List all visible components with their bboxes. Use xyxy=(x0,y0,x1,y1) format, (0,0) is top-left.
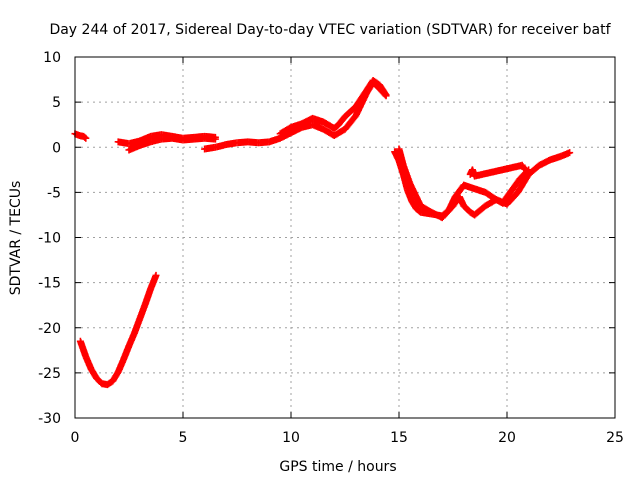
data-trace-segment xyxy=(115,357,127,375)
x-tick-label: 25 xyxy=(606,430,624,446)
data-trace-segment xyxy=(510,176,523,191)
data-trace-segment xyxy=(88,367,100,381)
data-trace-segment xyxy=(288,124,304,136)
x-tick-label: 0 xyxy=(71,430,80,446)
y-tick-label: 5 xyxy=(52,95,61,111)
data-trace-segment xyxy=(126,142,142,153)
data-trace-segment xyxy=(461,203,473,215)
y-tick-label: -20 xyxy=(38,321,61,337)
data-trace-segment xyxy=(147,273,159,292)
chart-title: Day 244 of 2017, Sidereal Day-to-day VTE… xyxy=(49,22,611,38)
data-layer xyxy=(71,76,574,389)
data-point xyxy=(82,134,90,142)
data-trace-segment xyxy=(335,114,348,128)
data-trace-segment xyxy=(310,115,326,126)
data-trace-segment xyxy=(395,147,407,168)
data-trace-segment xyxy=(548,153,564,163)
data-trace-segment xyxy=(137,133,153,144)
data-trace-segment xyxy=(82,354,95,372)
data-trace-segment xyxy=(472,185,488,196)
data-trace-segment xyxy=(278,124,294,137)
data-trace-segment xyxy=(376,82,389,98)
data-trace-segment xyxy=(515,172,532,195)
data-trace-segment xyxy=(456,194,467,209)
data-trace-segment xyxy=(526,162,542,177)
data-trace-segment xyxy=(370,77,382,88)
y-tick-label: -10 xyxy=(38,231,61,247)
data-trace-segment xyxy=(77,132,86,140)
data-trace-segment xyxy=(404,188,415,204)
data-trace-segment xyxy=(81,133,89,141)
tick-layer: 0 5 10 15 20 25 -30 -25 -20 -15 -10 -5 0 5 10 xyxy=(38,50,624,446)
data-trace-segment xyxy=(342,104,359,120)
data-trace-segment xyxy=(517,167,532,182)
data-trace-segment xyxy=(400,163,413,186)
y-tick-label: -5 xyxy=(47,185,61,201)
data-trace-segment xyxy=(127,137,142,147)
series-seg1 xyxy=(71,130,90,142)
data-trace-segment xyxy=(126,331,138,348)
y-tick-label: -15 xyxy=(38,276,61,292)
data-trace-segment xyxy=(504,185,517,200)
data-trace-segment xyxy=(120,343,132,362)
data-trace-segment xyxy=(131,316,143,336)
data-trace-segment xyxy=(142,286,154,307)
grid-layer xyxy=(75,57,615,418)
x-tick-label: 5 xyxy=(179,430,188,446)
data-trace-segment xyxy=(310,121,326,133)
data-trace-segment xyxy=(202,134,218,143)
data-trace-segment xyxy=(472,203,488,218)
series-seg6 xyxy=(276,76,390,138)
data-trace-segment xyxy=(406,181,420,200)
series-seg2 xyxy=(76,271,160,389)
series-seg8 xyxy=(395,145,574,222)
y-tick-label: 10 xyxy=(43,50,61,66)
data-trace-segment xyxy=(104,378,116,388)
data-trace-segment xyxy=(278,129,294,142)
y-tick-label: -30 xyxy=(38,411,61,427)
data-trace-segment xyxy=(519,163,528,172)
data-trace-segment xyxy=(504,190,521,207)
data-trace-segment xyxy=(472,162,525,180)
data-trace-segment xyxy=(267,135,283,145)
data-trace-segment xyxy=(72,130,82,139)
data-trace-segment xyxy=(99,380,110,388)
series-seg4 xyxy=(125,134,219,154)
x-tick-label: 20 xyxy=(498,430,516,446)
data-trace-segment xyxy=(110,369,121,384)
data-trace-segment xyxy=(409,199,420,211)
y-tick-label: -25 xyxy=(38,366,61,382)
data-trace-segment xyxy=(537,157,553,169)
data-trace-segment xyxy=(136,302,149,321)
data-trace-segment xyxy=(288,120,304,131)
series-seg9 xyxy=(466,161,528,180)
data-trace-segment xyxy=(413,194,424,209)
data-trace-segment xyxy=(342,113,359,132)
data-trace-segment xyxy=(413,206,424,215)
x-tick-label: 15 xyxy=(390,430,408,446)
data-trace-segment xyxy=(331,122,341,131)
data-trace-segment xyxy=(439,203,456,220)
data-trace-segment xyxy=(461,182,477,192)
data-trace-segment xyxy=(94,375,105,387)
data-trace-segment xyxy=(353,88,370,109)
plot-frame xyxy=(74,56,616,419)
data-trace-segment xyxy=(137,138,153,149)
y-tick-label: 0 xyxy=(52,140,61,156)
data-trace-segment xyxy=(558,149,572,160)
data-trace-segment xyxy=(418,203,434,215)
data-trace-segment xyxy=(77,339,89,359)
x-axis-label: GPS time / hours xyxy=(279,459,396,475)
series-seg5 xyxy=(201,78,390,153)
y-axis-label: SDTVAR / TECUs xyxy=(8,181,24,296)
data-trace-segment xyxy=(332,126,348,139)
x-tick-label: 10 xyxy=(282,430,300,446)
